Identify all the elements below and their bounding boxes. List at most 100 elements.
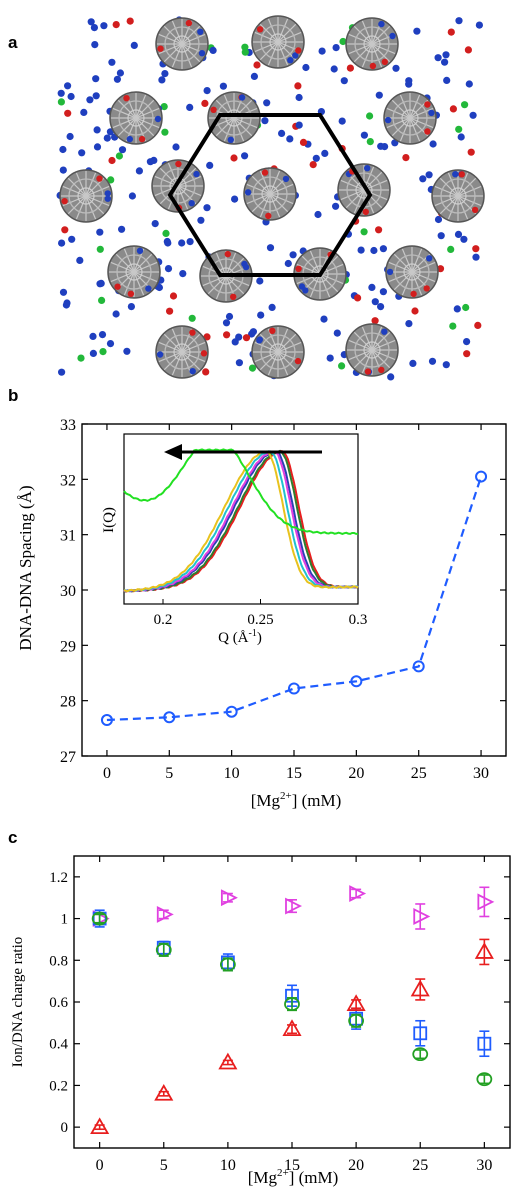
ion-dot xyxy=(78,149,86,157)
ion-dot xyxy=(89,332,97,340)
ion-dot xyxy=(116,69,124,77)
ion-dot xyxy=(472,253,480,261)
dna-cross-section xyxy=(155,325,209,379)
ion-dot xyxy=(461,101,469,109)
ion-dot xyxy=(360,228,368,236)
ion-dot xyxy=(371,317,379,325)
ion-dot xyxy=(222,319,231,327)
ion-dot xyxy=(257,311,265,319)
circle-marker xyxy=(476,1072,493,1087)
spacing-point xyxy=(288,682,300,695)
ion-dot xyxy=(59,145,67,154)
ion-dot xyxy=(67,92,75,101)
ion-dot xyxy=(375,226,383,234)
ion-dot xyxy=(425,171,433,179)
square-marker xyxy=(413,1026,428,1041)
dna-cross-section xyxy=(251,15,305,69)
ion-dot xyxy=(130,41,138,50)
ion-dot xyxy=(203,204,211,212)
x-tick-label: 20 xyxy=(348,765,364,782)
ion-dot xyxy=(186,103,194,111)
charge-ratio-ticks: 0 5 10 15 20 25 30 0 0.2 0.4 0.6 0.8 1 1.2 xyxy=(49,856,510,1174)
inset-x-tick-label: 0.3 xyxy=(349,612,368,628)
ion-dot xyxy=(64,109,72,117)
ion-dot xyxy=(392,64,400,72)
panel-label-c: c xyxy=(8,828,18,847)
spacing-point xyxy=(100,714,113,727)
ion-dot xyxy=(253,61,261,69)
ion-dot xyxy=(455,125,463,133)
x-tick-label: 10 xyxy=(220,1157,236,1174)
inset-curves xyxy=(123,448,359,593)
ion-dot xyxy=(66,132,74,141)
ion-dot xyxy=(447,28,455,36)
spacing-chart-xlabel: [Mg2+] (mM) xyxy=(251,790,342,810)
dna-cross-section xyxy=(109,91,163,145)
y-tick-label: 0.4 xyxy=(49,1037,68,1053)
panel-label-b: b xyxy=(8,386,19,405)
ion-dot xyxy=(223,331,231,339)
ion-dot xyxy=(263,99,271,107)
ion-dot xyxy=(86,96,94,104)
ion-dot xyxy=(113,75,121,83)
inset-ylabel: I(Q) xyxy=(101,507,117,533)
dna-cross-section xyxy=(251,325,305,379)
ion-dot xyxy=(447,245,455,253)
ion-dot xyxy=(225,312,234,321)
ion-dot xyxy=(98,331,107,339)
ion-dot xyxy=(457,133,465,141)
ion-dot xyxy=(442,51,450,59)
ion-dot xyxy=(242,334,251,342)
ion-dot xyxy=(241,43,249,51)
charge-ratio-chart: 0 5 10 15 20 25 30 0 0.2 0.4 0.6 0.8 1 1.2 Ion/DNA ch… xyxy=(10,855,511,1187)
ion-dot xyxy=(467,148,475,156)
inset-frame xyxy=(123,433,359,605)
ion-dot xyxy=(127,303,135,311)
ion-dot xyxy=(441,58,449,66)
ion-dot xyxy=(413,27,421,35)
spacing-chart: 0 5 10 15 20 25 30 27 28 29 30 31 32 33 DNA-DNA Spaci… xyxy=(16,417,507,810)
y-tick-label: 33 xyxy=(60,417,76,434)
error-bar xyxy=(287,1024,297,1035)
inset-x-tick-label: 0.2 xyxy=(154,612,173,628)
ion-dot xyxy=(98,296,106,304)
dna-cross-section xyxy=(151,159,205,213)
y-tick-label: 1 xyxy=(61,912,69,928)
ion-dot xyxy=(158,76,166,84)
ion-dot xyxy=(92,92,100,100)
circle-marker xyxy=(91,911,108,926)
triangle-right-marker xyxy=(477,893,495,911)
ion-dot xyxy=(249,328,257,336)
dna-cross-section xyxy=(243,167,297,221)
ion-dot xyxy=(437,232,445,240)
ion-dot xyxy=(126,17,134,25)
ion-dot xyxy=(375,91,383,99)
ion-dot xyxy=(89,349,97,357)
charge-ratio-xlabel: [Mg2+] (mM) xyxy=(248,1167,339,1187)
dna-cross-section xyxy=(207,91,261,145)
ion-dot xyxy=(64,82,72,90)
ion-dot xyxy=(57,98,65,106)
ion-dot xyxy=(455,17,463,25)
dna-cross-section xyxy=(345,17,399,71)
ion-dot xyxy=(366,138,374,146)
ion-dot xyxy=(150,156,158,164)
x-tick-label: 30 xyxy=(473,765,489,782)
error-bar xyxy=(415,903,426,930)
ion-dot xyxy=(464,46,472,54)
triangle-up-marker xyxy=(282,1019,302,1037)
x-tick-label: 25 xyxy=(412,1157,428,1174)
ion-dot xyxy=(454,230,463,238)
dna-cross-section xyxy=(155,17,209,71)
ion-dot xyxy=(370,246,378,255)
y-tick-label: 0 xyxy=(61,1120,69,1136)
ion-dot xyxy=(443,76,451,84)
spacing-series xyxy=(100,470,488,727)
ion-dot xyxy=(58,368,66,376)
ion-dot xyxy=(299,138,308,146)
ion-dot xyxy=(321,149,329,157)
ion-dot xyxy=(103,134,111,142)
ion-dot xyxy=(295,93,303,102)
ion-dot xyxy=(266,244,275,252)
spacing-line xyxy=(106,476,483,722)
